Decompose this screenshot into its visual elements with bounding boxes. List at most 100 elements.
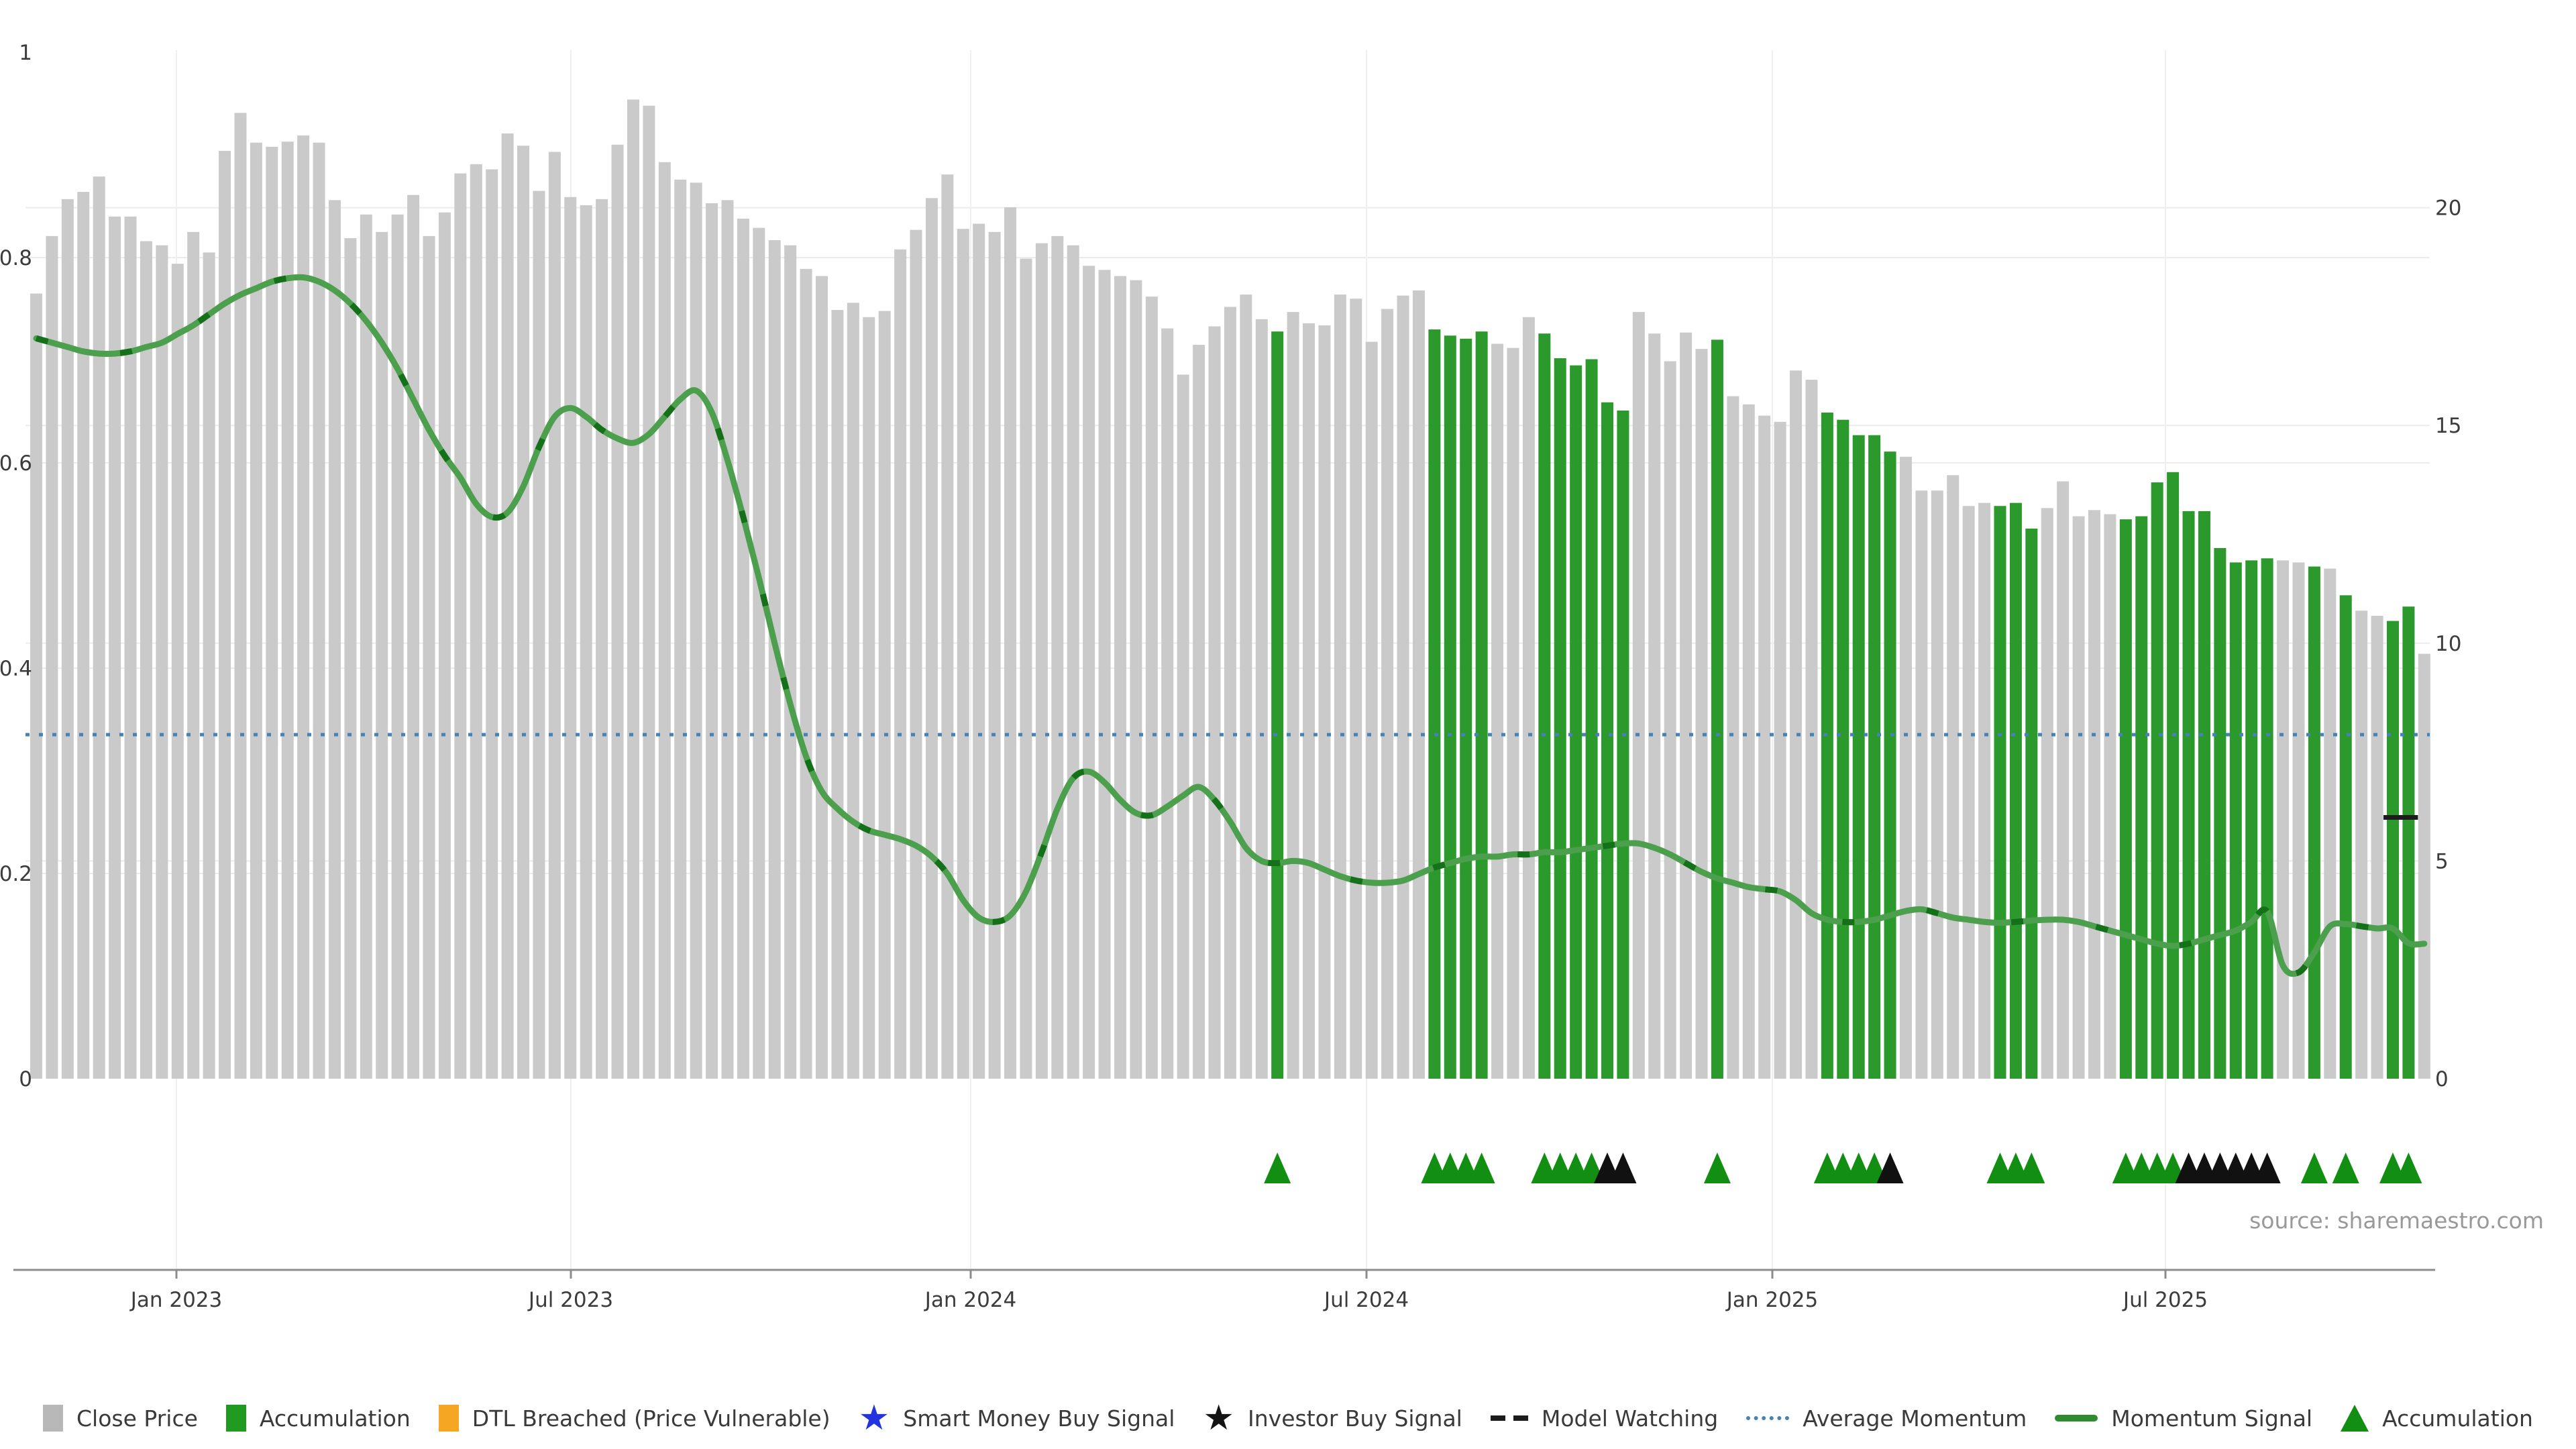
investor-buy-marker bbox=[2253, 1152, 2281, 1183]
close-price-bar bbox=[973, 223, 985, 1079]
x-tick-label: Jan 2023 bbox=[129, 1288, 223, 1312]
close-price-bar bbox=[894, 249, 907, 1079]
y-tick-label-left: 0.6 bbox=[0, 451, 32, 476]
close-price-bar bbox=[438, 212, 451, 1079]
accumulation-bar bbox=[2119, 519, 2132, 1079]
accumulation-bar bbox=[1994, 506, 2006, 1079]
close-price-swatch-icon bbox=[43, 1405, 64, 1432]
close-price-bar bbox=[1224, 307, 1236, 1079]
close-price-bar bbox=[706, 203, 718, 1079]
close-price-bar bbox=[910, 229, 922, 1079]
source-note: source: sharemaestro.com bbox=[2249, 1208, 2544, 1234]
legend-item-smart-money: ★ Smart Money Buy Signal bbox=[859, 1401, 1175, 1436]
accumulation-marker bbox=[2018, 1152, 2045, 1183]
legend-label: Average Momentum bbox=[1803, 1405, 2027, 1432]
y-tick-label-right: 5 bbox=[2435, 849, 2449, 873]
close-price-bar bbox=[1680, 332, 1693, 1079]
close-price-bar bbox=[831, 310, 844, 1079]
accumulation-bar bbox=[1852, 435, 1865, 1079]
close-price-bar bbox=[941, 174, 954, 1079]
x-tick-label: Jan 2024 bbox=[924, 1288, 1017, 1312]
accumulation-bar bbox=[2339, 595, 2352, 1079]
close-price-bar bbox=[1931, 490, 1943, 1079]
close-price-bar bbox=[1381, 309, 1394, 1079]
close-price-bar bbox=[784, 245, 797, 1079]
chart-legend: Close Price Accumulation DTL Breached (P… bbox=[0, 1401, 2576, 1436]
blue-dotted-line-icon bbox=[1746, 1416, 1790, 1420]
dtl-breached-swatch-icon bbox=[438, 1405, 459, 1432]
close-price-bar bbox=[957, 229, 969, 1079]
close-price-bar bbox=[2355, 610, 2368, 1079]
close-price-bar bbox=[501, 133, 514, 1079]
close-price-bar bbox=[1522, 317, 1535, 1079]
close-price-bar bbox=[1161, 328, 1174, 1079]
close-price-bar bbox=[219, 150, 231, 1079]
y-tick-label-left: 0.8 bbox=[0, 246, 32, 270]
legend-label: Accumulation bbox=[259, 1405, 411, 1432]
close-price-bar bbox=[1334, 294, 1346, 1079]
accumulation-bar bbox=[1868, 435, 1881, 1079]
legend-item-model-watching: Model Watching bbox=[1490, 1405, 1718, 1432]
accumulation-bar bbox=[2198, 511, 2210, 1079]
close-price-bar bbox=[1507, 347, 1519, 1079]
close-price-bar bbox=[187, 231, 200, 1079]
close-price-bar bbox=[156, 245, 168, 1079]
close-price-bar bbox=[674, 179, 687, 1079]
close-price-bar bbox=[203, 252, 215, 1079]
close-price-bar bbox=[1915, 490, 1928, 1079]
close-price-bar bbox=[2041, 508, 2053, 1079]
x-tick-label: Jan 2025 bbox=[1725, 1288, 1819, 1312]
close-price-bar bbox=[313, 142, 325, 1079]
close-price-bar bbox=[1177, 374, 1189, 1079]
close-price-bar bbox=[1947, 475, 1960, 1079]
close-price-bar bbox=[391, 214, 404, 1079]
legend-item-dtl-breached: DTL Breached (Price Vulnerable) bbox=[438, 1405, 830, 1432]
close-price-bar bbox=[250, 142, 262, 1079]
close-price-bar bbox=[140, 241, 152, 1079]
legend-label: Close Price bbox=[76, 1405, 198, 1432]
close-price-bar bbox=[643, 105, 655, 1079]
accumulation-bar bbox=[1585, 359, 1598, 1079]
close-price-bar bbox=[627, 99, 639, 1079]
close-price-bar bbox=[1695, 349, 1708, 1079]
close-price-bar bbox=[2277, 560, 2290, 1079]
close-price-bar bbox=[2072, 516, 2085, 1079]
accumulation-bar bbox=[2135, 516, 2148, 1079]
close-price-bar bbox=[1303, 323, 1316, 1079]
close-price-bar bbox=[1318, 325, 1331, 1079]
legend-label: DTL Breached (Price Vulnerable) bbox=[472, 1405, 830, 1432]
legend-item-average-momentum: Average Momentum bbox=[1746, 1405, 2027, 1432]
accumulation-marker bbox=[1703, 1152, 1731, 1183]
y-tick-label-right: 20 bbox=[2435, 197, 2461, 221]
close-price-bar bbox=[800, 268, 812, 1079]
close-price-bar bbox=[1051, 235, 1064, 1079]
close-price-bar bbox=[344, 237, 357, 1079]
accumulation-bar bbox=[1460, 338, 1472, 1079]
close-price-bar bbox=[93, 176, 105, 1079]
accumulation-marker bbox=[1264, 1152, 1291, 1183]
close-price-bar bbox=[988, 231, 1001, 1079]
close-price-bar bbox=[77, 192, 90, 1079]
legend-label: Smart Money Buy Signal bbox=[903, 1405, 1175, 1432]
green-line-icon bbox=[2055, 1415, 2098, 1421]
close-price-bar bbox=[234, 113, 247, 1079]
legend-label: Investor Buy Signal bbox=[1248, 1405, 1462, 1432]
y-tick-label-left: 0 bbox=[19, 1067, 32, 1091]
close-price-bar bbox=[721, 200, 734, 1079]
green-triangle-icon bbox=[2341, 1405, 2369, 1432]
close-price-bar bbox=[30, 293, 42, 1079]
close-price-bar bbox=[407, 195, 420, 1079]
close-price-bar bbox=[690, 182, 702, 1079]
y-tick-label-right: 15 bbox=[2435, 414, 2461, 438]
y-tick-label-left: 1 bbox=[19, 41, 32, 65]
close-price-bar bbox=[1193, 345, 1205, 1079]
accumulation-bar bbox=[1617, 410, 1629, 1079]
x-tick-label: Jul 2024 bbox=[1323, 1288, 1409, 1312]
x-tick-label: Jul 2025 bbox=[2122, 1288, 2208, 1312]
y-tick-label-left: 0.4 bbox=[0, 657, 32, 681]
close-price-bar bbox=[611, 144, 624, 1079]
close-price-bar bbox=[580, 205, 592, 1079]
legend-item-accumulation-triangle: Accumulation bbox=[2341, 1405, 2533, 1432]
